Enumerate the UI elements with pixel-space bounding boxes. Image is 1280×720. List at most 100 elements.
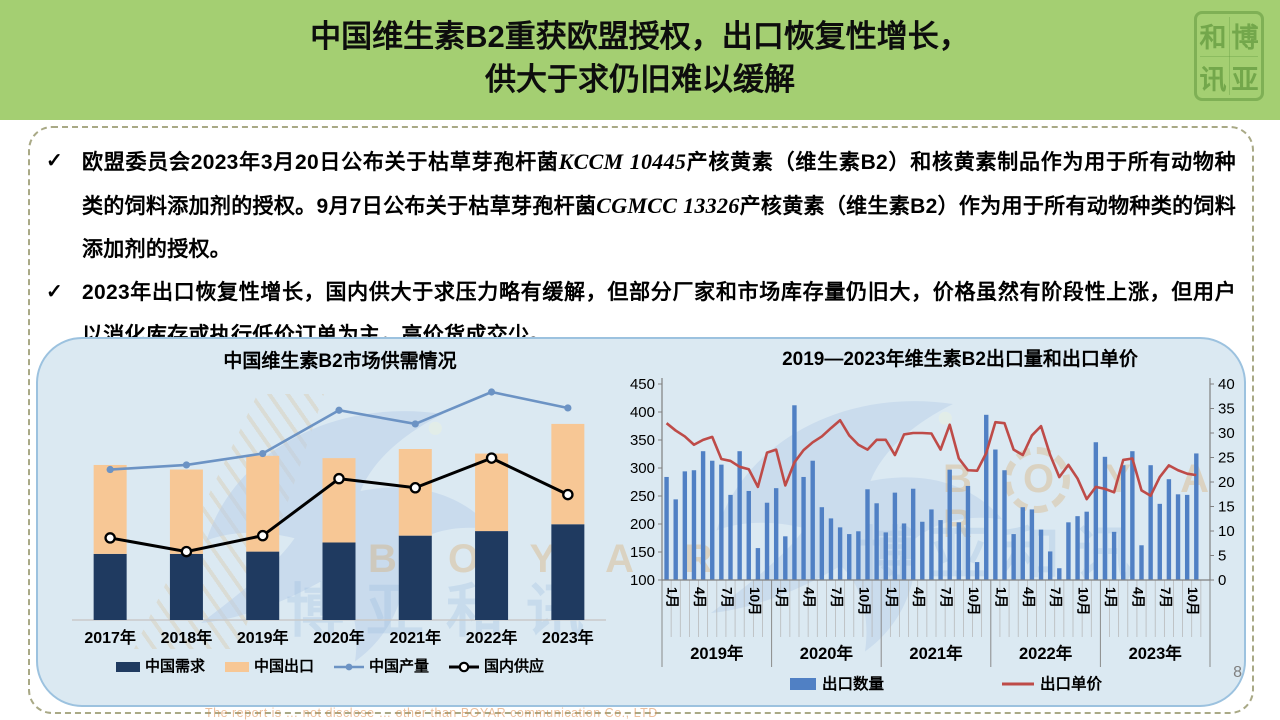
month-label: 7月 [829,587,844,608]
volume-bar [1075,516,1080,580]
supply-demand-chart: 中国维生素B2市场供需情况 2017年 2018年 2019年 2020年 2021年 2… [72,349,606,675]
x-axis-label: 2021年 [389,628,441,647]
slide-title: 中国维生素B2重获欧盟授权，出口恢复性增长， 供大于求仍旧难以缓解 [0,0,1280,101]
svg-text:出口单价: 出口单价 [1040,674,1103,693]
demand-bar [551,524,585,620]
stacked-bars [93,423,585,620]
export-bar [322,458,356,543]
supply-marker [485,452,498,464]
export-bar [169,469,203,554]
year-label: 2021年 [909,643,963,663]
volume-bar [755,548,761,580]
export-volume-bars [664,405,1199,580]
volume-bar [874,503,879,580]
right-axis-label: 35 [1218,401,1235,418]
production-marker [411,420,419,428]
month-label: 7月 [1158,587,1173,608]
slide-title-line2: 供大于求仍旧难以缓解 [485,62,795,97]
x-axis-label: 2020年 [313,628,365,647]
volume-bar [810,460,815,580]
volume-bar [956,522,962,580]
volume-bar [746,490,751,580]
legend-export-swatch [225,662,249,672]
left-axis-label: 350 [630,432,655,449]
month-label: 10月 [1185,587,1200,616]
legend-demand-swatch [116,662,140,672]
legend-volume-swatch [790,678,816,690]
export-volume-price-chart: 2019—2023年维生素B2出口量和出口单价 1001502002503003… [630,347,1235,693]
volume-bar [1093,442,1099,580]
x-axis-label: 2017年 [84,628,136,647]
volume-bar [700,451,706,580]
right-chart-title: 2019—2023年维生素B2出口量和出口单价 [782,347,1139,370]
volume-bar [828,518,834,580]
month-label: 7月 [939,587,954,608]
volume-bar [1002,470,1007,580]
right-axis-label: 40 [1218,376,1235,393]
volume-bar [783,536,788,580]
page-number: 8 [1233,664,1242,681]
right-axis-label: 20 [1218,474,1235,491]
month-label: 1月 [774,587,789,608]
volume-bar [910,488,916,580]
right-axis-label: 10 [1218,523,1235,540]
volume-bar [965,485,971,580]
volume-bar [901,523,907,580]
volume-bar [974,562,980,580]
volume-bar [1194,453,1199,580]
volume-bar [1038,529,1044,580]
production-marker [106,465,114,474]
supply-marker [333,472,345,485]
volume-bar [892,492,898,580]
volume-bar [847,534,852,580]
month-label: 10月 [747,587,762,616]
supply-marker [180,545,193,558]
x-axis-label: 2022年 [466,628,518,647]
year-label: 2020年 [800,643,854,663]
price-line [665,418,1197,501]
volume-bar [1020,507,1025,580]
seal-character: 讯 [1199,64,1227,95]
seal-character: 亚 [1231,64,1259,95]
svg-text:中国出口: 中国出口 [254,657,314,675]
volume-bar [1057,568,1062,580]
volume-bar [865,489,870,580]
month-label: 4月 [1130,587,1145,608]
volume-bar [920,521,925,580]
export-bar [475,453,509,532]
seal-character: 和 [1199,22,1227,53]
month-label: 1月 [884,587,899,608]
slide-header: 中国维生素B2重获欧盟授权，出口恢复性增长， 供大于求仍旧难以缓解 和博讯亚 [0,0,1280,120]
volume-bar [1084,511,1089,580]
volume-bar [1047,551,1053,580]
volume-bar [929,509,934,580]
volume-bar [801,476,806,580]
x-axis-label: 2019年 [237,628,289,647]
right-chart-plot: 100 150 200 250 300 350 400 450 0 5 10 15 20 25 30 35 40… [630,376,1235,667]
left-axis-label: 250 [630,488,655,505]
volume-bar [691,470,697,580]
production-marker [335,406,343,414]
volume-bar [1029,509,1035,580]
production-marker [487,388,496,396]
month-label: 1月 [993,587,1008,608]
volume-bar [1148,465,1153,580]
boyar-seal-logo: 和博讯亚 [1194,11,1264,101]
month-label: 10月 [1076,587,1091,616]
check-icon: ✓ [46,150,63,172]
demand-bar [246,551,280,620]
month-label: 1月 [1103,587,1118,608]
left-axis-label: 450 [630,376,655,393]
demand-bar [169,553,203,620]
volume-bar [856,531,861,580]
right-axis-label: 30 [1218,425,1235,442]
month-label: 4月 [911,587,926,608]
bullet-list: ✓ 欧盟委员会2023年3月20日公布关于枯草芽孢杆菌KCCM 10445产核黄素… [46,140,1236,357]
supply-marker [409,482,422,494]
left-chart-title: 中国维生素B2市场供需情况 [223,349,456,372]
x-axis-label: 2023年 [542,628,594,647]
production-marker [259,449,267,458]
volume-bar [773,488,779,580]
right-axis-label: 15 [1218,499,1235,516]
